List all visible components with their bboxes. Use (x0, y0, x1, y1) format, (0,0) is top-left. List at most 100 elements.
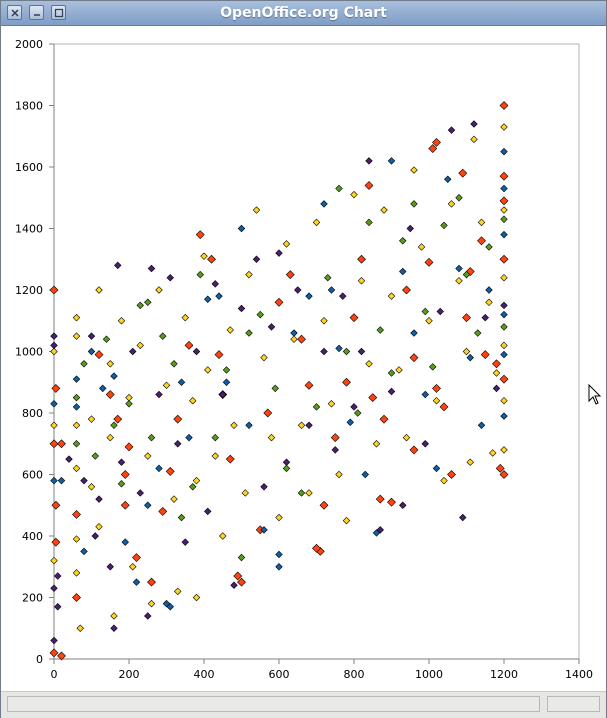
data-point-series-1 (477, 236, 486, 246)
data-point-series-4 (365, 218, 373, 227)
data-point-series-2 (260, 526, 268, 534)
data-point-series-3 (204, 366, 212, 374)
y-tick-label: 800 (22, 407, 43, 420)
data-point-series-2 (305, 292, 313, 300)
data-point-series-3 (50, 421, 58, 430)
plot-frame (53, 43, 580, 660)
data-point-series-5 (219, 390, 227, 399)
x-tick-label: 1000 (415, 668, 443, 681)
data-point-series-3 (417, 243, 426, 251)
data-point-series-3 (106, 360, 114, 368)
data-point-series-1 (368, 393, 378, 403)
data-point-series-5 (106, 563, 114, 571)
y-tick-label: 0 (36, 653, 43, 666)
chart-area[interactable]: 0 200 400 600 800 1000 1200 1400 1600 1800 2000 0 20… (1, 26, 606, 691)
data-point-series-2 (185, 433, 193, 442)
y-tick-label: 400 (22, 530, 43, 543)
data-point-series-1 (499, 470, 509, 479)
minimize-button[interactable] (29, 5, 44, 20)
data-point-series-4 (237, 553, 246, 562)
data-point-series-1 (499, 254, 509, 264)
data-point-series-1 (428, 144, 438, 153)
data-point-series-3 (395, 366, 403, 374)
data-point-series-1 (184, 340, 194, 350)
data-point-series-1 (49, 439, 59, 449)
data-point-series-2 (87, 347, 96, 356)
data-point-series-3 (162, 381, 171, 390)
x-tick-label: 0 (51, 668, 58, 681)
data-point-series-2 (477, 421, 486, 430)
data-point-series-4 (429, 363, 437, 371)
data-point-series-4 (125, 400, 133, 408)
data-point-series-3 (477, 218, 486, 227)
data-point-series-1 (147, 577, 156, 587)
data-point-series-5 (65, 455, 73, 463)
data-point-series-4 (500, 215, 508, 223)
data-point-series-5 (436, 307, 444, 316)
data-point-series-1 (51, 500, 61, 510)
data-point-series-4 (72, 440, 81, 448)
data-point-series-5 (87, 332, 96, 340)
data-point-series-3 (267, 433, 276, 442)
data-point-series-1 (51, 383, 61, 393)
data-point-series-5 (114, 261, 122, 270)
data-point-series-2 (204, 295, 212, 303)
data-point-series-2 (155, 464, 163, 473)
data-point-series-2 (50, 476, 58, 485)
data-point-series-1 (304, 380, 314, 390)
data-point-series-5 (54, 603, 62, 611)
data-point-series-2 (335, 344, 343, 353)
data-point-series-1 (495, 463, 505, 473)
data-point-series-3 (500, 273, 508, 282)
data-point-series-3 (312, 218, 321, 227)
data-point-series-4 (80, 360, 88, 368)
close-button[interactable] (7, 5, 22, 20)
data-point-series-3 (500, 123, 508, 131)
data-point-series-1 (342, 377, 351, 387)
data-point-series-2 (485, 286, 493, 294)
data-point-series-3 (147, 599, 156, 608)
data-point-series-1 (364, 181, 374, 190)
data-point-series-5 (320, 347, 328, 356)
data-point-series-5 (50, 341, 58, 350)
data-point-series-3 (110, 612, 118, 620)
data-point-series-3 (297, 421, 306, 430)
data-point-series-3 (305, 489, 313, 497)
data-point-series-4 (245, 329, 253, 337)
data-point-series-1 (499, 374, 509, 384)
data-point-series-3 (50, 347, 58, 356)
data-point-series-1 (462, 313, 471, 323)
data-point-series-5 (350, 403, 358, 411)
y-tick-label: 200 (22, 592, 43, 605)
data-point-series-1 (499, 101, 509, 110)
data-point-series-5 (181, 538, 189, 546)
data-point-series-2 (144, 501, 152, 509)
data-point-series-3 (106, 433, 114, 442)
data-point-series-5 (211, 280, 219, 288)
data-point-series-5 (252, 255, 261, 263)
data-point-series-3 (290, 335, 298, 343)
y-tick-label: 2000 (15, 38, 43, 51)
data-point-series-2 (444, 175, 452, 184)
data-point-series-2 (275, 563, 283, 571)
data-point-series-2 (387, 157, 396, 165)
data-point-series-1 (312, 543, 321, 553)
data-point-series-3 (466, 458, 474, 466)
data-point-series-1 (432, 383, 441, 393)
maximize-icon (54, 8, 64, 18)
data-point-series-5 (192, 347, 201, 356)
x-tick-label: 1200 (490, 668, 518, 681)
data-point-series-5 (447, 126, 456, 134)
maximize-button[interactable] (51, 5, 66, 20)
data-point-series-1 (207, 254, 216, 264)
data-point-series-1 (424, 257, 434, 267)
title-bar[interactable]: OpenOffice.org Chart (1, 1, 606, 26)
data-point-series-2 (132, 578, 141, 586)
mouse-pointer-icon (588, 384, 602, 405)
data-point-series-1 (124, 442, 134, 452)
data-point-series-3 (200, 252, 208, 260)
data-point-series-1 (349, 313, 359, 323)
data-point-series-5 (91, 532, 99, 540)
data-point-series-1 (379, 414, 389, 424)
data-point-series-3 (72, 464, 81, 473)
